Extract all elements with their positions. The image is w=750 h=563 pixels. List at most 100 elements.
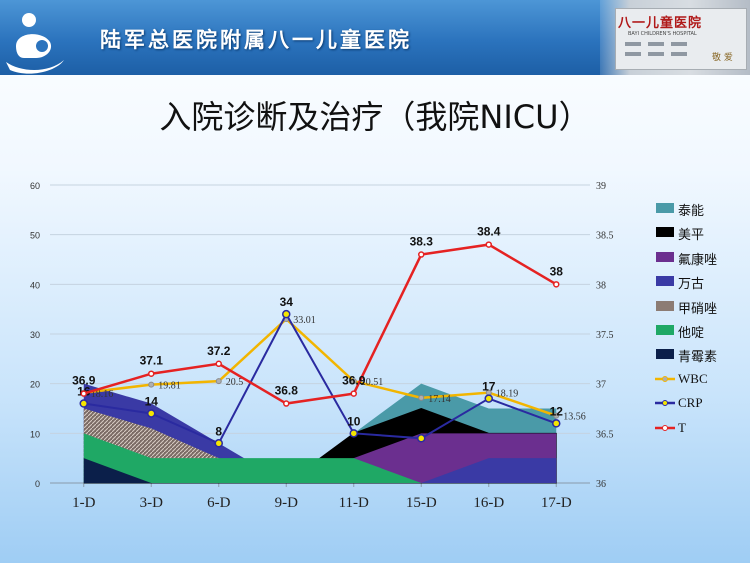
legend-swatch	[656, 251, 674, 262]
crp-point	[214, 439, 223, 448]
legend-label: 氟康唑	[678, 252, 718, 268]
legend-item: CRP	[655, 395, 750, 415]
t-data-label: 37.2	[207, 344, 231, 358]
line-series-crp	[83, 312, 557, 445]
y-right-tick-label: 39	[596, 181, 606, 192]
legend-swatch	[656, 203, 674, 213]
building-window	[625, 42, 641, 46]
y-left-tick-label: 0	[35, 479, 40, 489]
t-data-label: 38	[550, 264, 564, 278]
crp-data-label: 34	[280, 295, 294, 309]
slide-title: 入院诊断及治疗（我院NICU）	[159, 98, 591, 136]
wbc-point	[148, 381, 155, 388]
wbc-data-label: 33.01	[293, 315, 316, 326]
building-window	[671, 42, 687, 46]
y-right-tick-label: 37.5	[596, 330, 614, 341]
crp-point	[79, 399, 88, 408]
legend-item: 氟康唑	[655, 249, 750, 269]
legend-item: T	[655, 420, 750, 440]
crp-point	[484, 394, 493, 403]
legend-label: 美平	[678, 228, 705, 244]
y-left-tick-label: 50	[30, 231, 40, 241]
x-tick-label: 17-D	[541, 495, 572, 511]
legend-label: WBC	[678, 370, 708, 386]
y-right-tick-label: 36	[596, 479, 606, 490]
legend-label: 泰能	[678, 204, 705, 219]
wbc-point	[350, 378, 357, 385]
legend-item: 青霉素	[655, 346, 750, 366]
header-banner: 八一儿童医院 BAYI CHILDREN'S HOSPITAL 敬 爱 陆军总医…	[0, 0, 750, 75]
legend-swatch	[656, 300, 674, 311]
crp-point	[417, 434, 426, 443]
crp-point	[552, 419, 561, 428]
t-data-label: 36.9	[72, 374, 96, 388]
t-point	[485, 241, 492, 248]
legend-swatch	[656, 227, 674, 238]
t-point	[283, 400, 290, 407]
crp-point	[147, 409, 156, 418]
line-series-t	[83, 243, 557, 405]
t-data-label: 38.3	[410, 235, 434, 249]
x-tick-label: 15-D	[406, 495, 437, 511]
t-point	[80, 390, 87, 397]
t-data-label: 37.1	[140, 354, 164, 368]
y-left-tick-label: 60	[30, 181, 40, 191]
legend-swatch	[655, 375, 675, 382]
x-tick-label: 1-D	[72, 495, 95, 511]
area-series-6	[83, 458, 557, 483]
building-window	[625, 52, 641, 56]
t-point	[418, 251, 425, 258]
wbc-point	[215, 378, 222, 385]
building-sign-sub: BAYI CHILDREN'S HOSPITAL	[628, 31, 697, 37]
crp-data-label: 12	[550, 404, 564, 418]
wbc-point	[553, 412, 560, 419]
x-tick-label: 16-D	[473, 495, 504, 511]
legend-swatch	[656, 349, 674, 360]
y-left-tick-label: 20	[30, 380, 40, 390]
wbc-data-label: 19.81	[158, 381, 181, 392]
legend-label: T	[678, 419, 686, 435]
legend-swatch	[656, 325, 674, 335]
y-right-tick-label: 38.5	[596, 231, 614, 242]
legend-item: 泰能	[655, 200, 750, 220]
legend-label: 万古	[678, 277, 705, 293]
building-window	[648, 42, 664, 46]
x-tick-label: 9-D	[275, 495, 298, 511]
legend-label: 他啶	[678, 326, 705, 341]
wbc-data-label: 13.56	[563, 412, 586, 423]
legend-label: 青霉素	[678, 350, 718, 366]
crp-data-label: 14	[145, 394, 159, 408]
y-left-tick-label: 30	[30, 330, 40, 340]
wbc-data-label: 18.16	[91, 389, 114, 400]
y-right-tick-label: 36.5	[596, 429, 614, 440]
crp-point	[282, 309, 291, 319]
hospital-building	[615, 8, 747, 70]
t-point	[215, 360, 222, 368]
y-left-tick-label: 40	[30, 280, 40, 290]
line-series-wbc	[83, 317, 557, 417]
legend-label: CRP	[678, 395, 703, 411]
legend-item: 万古	[655, 273, 750, 293]
wbc-data-label: 18.19	[496, 389, 519, 400]
crp-point	[349, 429, 358, 438]
wbc-data-label: 20.5	[226, 377, 244, 388]
t-data-label: 36.9	[342, 374, 366, 388]
y-right-tick-label: 38	[596, 280, 606, 291]
legend-label: 甲硝唑	[678, 301, 718, 317]
building-sign: 八一儿童医院	[618, 16, 703, 30]
y-left-tick-label: 10	[30, 429, 40, 439]
t-data-label: 38.4	[477, 225, 501, 239]
legend-item: WBC	[655, 371, 750, 391]
building-window	[648, 52, 664, 56]
legend-item: 甲硝唑	[655, 298, 750, 318]
hospital-name: 陆军总医院附属八一儿童医院	[100, 28, 412, 52]
crp-data-label: 17	[482, 380, 496, 394]
legend-swatch	[656, 276, 674, 287]
y-right-tick-label: 37	[596, 380, 606, 391]
crp-data-label: 10	[347, 414, 361, 428]
t-point	[148, 370, 155, 377]
legend-swatch	[655, 424, 675, 431]
building-side-text: 敬 爱	[712, 53, 733, 63]
crp-data-label: 8	[215, 424, 222, 438]
